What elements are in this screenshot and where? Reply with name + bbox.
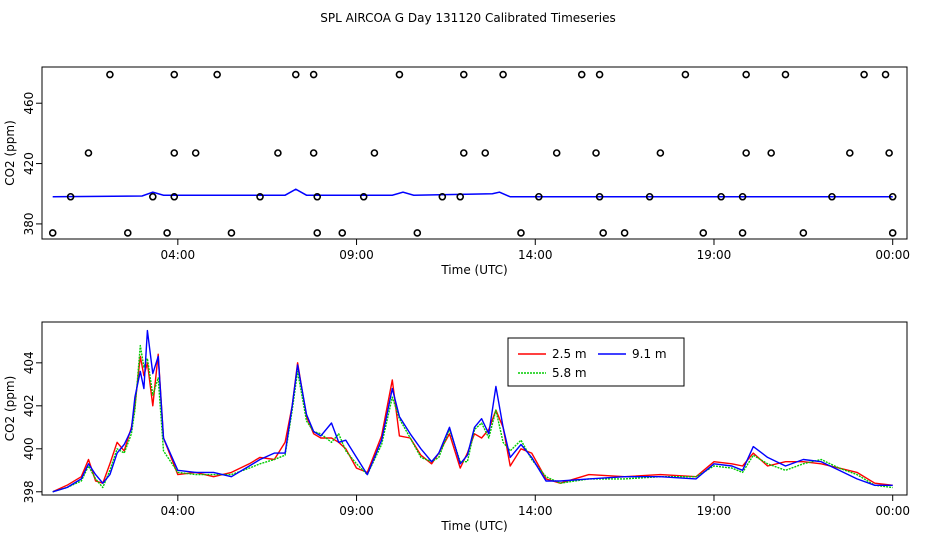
calibration-point xyxy=(370,149,379,157)
calibration-point xyxy=(681,70,690,79)
y-tick-label: 400 xyxy=(22,437,36,460)
y-axis-label: CO2 (ppm) xyxy=(3,120,17,186)
y-tick-label: 420 xyxy=(22,152,36,175)
x-tick-label: 19:00 xyxy=(697,504,732,518)
series-line-58m xyxy=(52,344,893,493)
calibration-point xyxy=(656,149,665,157)
calibration-point xyxy=(595,70,604,79)
calibration-point xyxy=(577,70,586,79)
x-tick-label: 19:00 xyxy=(697,248,732,262)
calibration-point xyxy=(227,229,236,237)
calibration-point xyxy=(699,229,708,237)
calibration-point xyxy=(888,192,897,201)
calibration-point xyxy=(170,70,179,79)
x-tick-label: 14:00 xyxy=(518,248,553,262)
calibration-point xyxy=(599,229,607,237)
calibration-point xyxy=(149,192,157,201)
y-tick-label: 398 xyxy=(22,480,36,503)
calibration-point xyxy=(517,229,525,237)
calibration-point xyxy=(742,149,750,157)
calibration-point xyxy=(738,229,747,237)
series-line-91m xyxy=(52,329,893,493)
calibration-point xyxy=(191,149,200,157)
calibration-point xyxy=(742,70,750,79)
x-tick-label: 00:00 xyxy=(875,248,910,262)
calibrated-timeseries-panel: 04:00 09:00 14:00 19:00 00:00 Time (UTC) 380 42… xyxy=(3,66,910,277)
calibration-point xyxy=(595,192,604,201)
figure-title: SPL AIRCOA G Day 131120 Calibrated Times… xyxy=(320,11,615,25)
calibration-point xyxy=(313,192,322,201)
y-tick-label: 380 xyxy=(22,212,36,235)
timeseries-line xyxy=(52,188,893,198)
calibration-point xyxy=(170,192,179,201)
calibration-point xyxy=(459,70,468,79)
calibration-point xyxy=(860,70,868,79)
x-tick-label: 04:00 xyxy=(161,504,196,518)
calibration-point xyxy=(717,192,725,201)
legend-label: 9.1 m xyxy=(632,347,667,361)
calibration-point xyxy=(799,229,808,237)
calibration-point xyxy=(66,192,75,201)
series-line-25m xyxy=(52,353,893,493)
calibration-point xyxy=(395,70,404,79)
legend: 2.5 m 5.8 m 9.1 m xyxy=(507,337,685,387)
calibration-point xyxy=(84,149,93,157)
calibration-point xyxy=(456,192,465,201)
y-axis-label: CO2 (ppm) xyxy=(3,376,17,442)
calibration-point xyxy=(459,149,468,157)
x-tick-label: 09:00 xyxy=(339,504,374,518)
calibration-point xyxy=(106,70,114,79)
calibration-point xyxy=(291,70,300,79)
x-axis-label: Time (UTC) xyxy=(440,519,507,533)
calibration-point xyxy=(828,192,836,201)
x-tick-label: 00:00 xyxy=(875,504,910,518)
calibration-point xyxy=(413,229,422,237)
calibration-point xyxy=(620,229,629,237)
calibration-point xyxy=(881,70,890,79)
calibration-point xyxy=(535,192,543,201)
calibration-point xyxy=(481,149,490,157)
calibration-point xyxy=(885,149,893,157)
calibration-point xyxy=(592,149,600,157)
calibration-point xyxy=(738,192,747,201)
legend-box xyxy=(507,337,685,387)
calibration-point xyxy=(552,149,561,157)
y-tick-label: 402 xyxy=(22,394,36,417)
calibration-point xyxy=(256,192,264,201)
x-tick-label: 14:00 xyxy=(518,504,553,518)
calibration-point xyxy=(781,70,790,79)
y-tick-label: 404 xyxy=(22,351,36,374)
calibration-point xyxy=(274,149,282,157)
calibration-point xyxy=(767,149,775,157)
calibration-point xyxy=(123,229,132,237)
calibration-point xyxy=(170,149,179,157)
x-axis-label: Time (UTC) xyxy=(440,263,507,277)
y-tick-label: 460 xyxy=(22,92,36,115)
calibration-point xyxy=(338,229,347,237)
x-tick-label: 04:00 xyxy=(161,248,196,262)
calibration-point xyxy=(888,229,897,237)
x-tick-label: 09:00 xyxy=(339,248,374,262)
calibration-point xyxy=(309,70,318,79)
calibration-point xyxy=(213,70,221,79)
calibration-point xyxy=(645,192,654,201)
plot-frame xyxy=(41,66,908,240)
calibration-point xyxy=(309,149,318,157)
calibration-point xyxy=(163,229,171,237)
tower-levels-panel: 04:00 09:00 14:00 19:00 00:00 Time (UTC) 398 40… xyxy=(3,321,910,533)
legend-label: 5.8 m xyxy=(552,366,587,380)
calibration-point xyxy=(313,229,322,237)
plot-frame xyxy=(41,321,908,496)
calibration-point xyxy=(846,149,854,157)
calibration-point xyxy=(359,192,368,201)
legend-label: 2.5 m xyxy=(552,347,587,361)
calibration-point xyxy=(438,192,447,201)
calibration-point xyxy=(48,229,57,237)
calibration-point xyxy=(499,70,507,79)
